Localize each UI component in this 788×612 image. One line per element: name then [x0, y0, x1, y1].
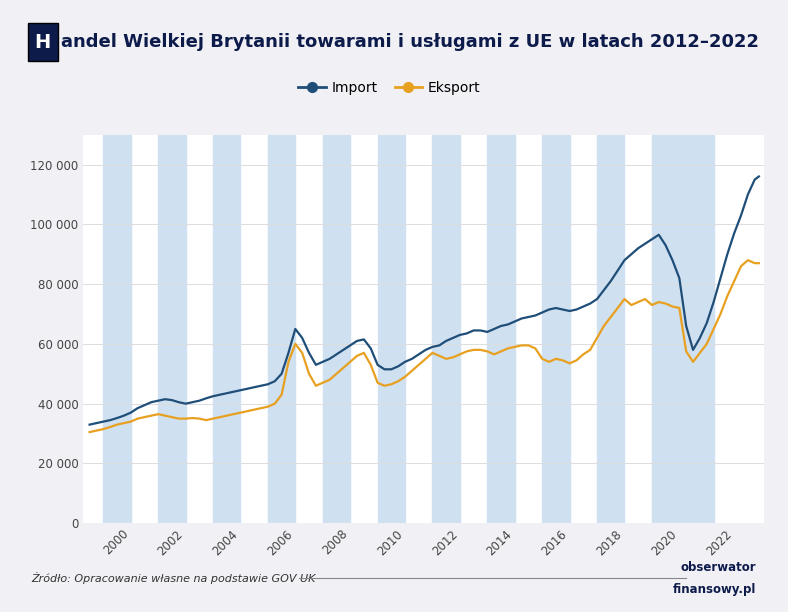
Bar: [597, 135, 624, 523]
Text: H: H: [35, 32, 50, 52]
Text: finansowy.pl: finansowy.pl: [673, 583, 756, 596]
Bar: [268, 135, 296, 523]
Text: Żródło: Opracowanie własne na podstawie GOV UK: Żródło: Opracowanie własne na podstawie …: [32, 572, 316, 584]
Text: andel Wielkiej Brytanii towarami i usługami z UE w latach 2012–2022: andel Wielkiej Brytanii towarami i usług…: [61, 33, 760, 51]
Bar: [323, 135, 350, 523]
Bar: [213, 135, 240, 523]
Bar: [158, 135, 186, 523]
Text: obserwator: obserwator: [681, 561, 756, 574]
Bar: [433, 135, 460, 523]
Bar: [487, 135, 515, 523]
Bar: [103, 135, 131, 523]
Bar: [652, 135, 714, 523]
Bar: [377, 135, 405, 523]
Bar: [542, 135, 570, 523]
Legend: Import, Eksport: Import, Eksport: [293, 75, 486, 100]
